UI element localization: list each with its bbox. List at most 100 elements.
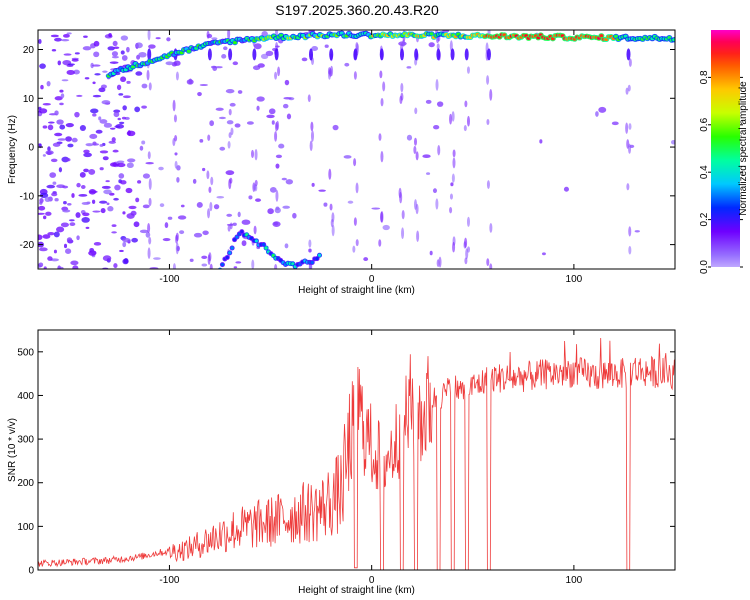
spectrogram-cell bbox=[85, 226, 90, 230]
spectrogram-cell bbox=[118, 173, 125, 179]
colorbar-title: Normalized spectral amplitude bbox=[738, 81, 749, 216]
spectrogram-cell bbox=[111, 231, 117, 234]
spectrogram-cell bbox=[284, 243, 289, 249]
spectrogram-cell bbox=[65, 136, 72, 142]
spectrogram-cell bbox=[122, 95, 131, 99]
spectrogram-cell bbox=[46, 184, 56, 189]
spectrogram-cell bbox=[199, 83, 209, 87]
spectrogram-cell bbox=[267, 208, 274, 215]
spectrogram-cell bbox=[52, 142, 61, 147]
spectrogram-cell bbox=[44, 196, 51, 202]
spectrogram-cell bbox=[147, 223, 151, 234]
spectrogram-cell bbox=[269, 187, 277, 193]
spectrogram-cell bbox=[256, 105, 260, 111]
spectrogram-cell bbox=[89, 133, 98, 140]
spectrogram-cell bbox=[38, 247, 48, 252]
spectrogram-cell bbox=[47, 231, 55, 236]
spectrogram-cell bbox=[277, 66, 281, 77]
spectrogram-cell bbox=[47, 124, 54, 131]
spectrogram-cell bbox=[111, 137, 116, 142]
spectrogram-cell bbox=[135, 71, 143, 76]
spectrogram-cell bbox=[147, 48, 152, 61]
spectrogram-cell bbox=[76, 182, 81, 188]
spectrogram-cell bbox=[111, 51, 119, 57]
spectrogram-cell bbox=[355, 182, 359, 194]
spectrogram-cell bbox=[398, 187, 402, 199]
spectrogram-cell bbox=[466, 216, 470, 227]
spectrogram-cell bbox=[92, 210, 101, 213]
spectrogram-cell bbox=[207, 208, 211, 219]
spectrogram-cell bbox=[371, 207, 381, 210]
ridge-cell bbox=[228, 251, 232, 255]
spectrogram-cell bbox=[449, 113, 453, 125]
spectrogram-cell bbox=[413, 137, 417, 146]
spectrogram-cell bbox=[323, 202, 328, 207]
spectrogram-cell bbox=[148, 236, 152, 245]
spectrogram-cell bbox=[43, 215, 47, 220]
spectrogram-cell bbox=[274, 131, 278, 142]
spectrogram-cell bbox=[426, 172, 431, 175]
spectrogram-cell bbox=[539, 139, 543, 144]
snr-series-line bbox=[38, 337, 675, 570]
spectrogram-cell bbox=[233, 266, 238, 269]
spectrogram-cell bbox=[598, 106, 607, 113]
spectrogram-cell bbox=[126, 46, 130, 53]
spectrogram-cell bbox=[253, 225, 257, 235]
spectrogram-cell bbox=[112, 149, 119, 153]
spectrogram-cell bbox=[54, 37, 62, 42]
spectrogram-cell bbox=[50, 34, 59, 38]
spectrogram-cell bbox=[133, 221, 140, 228]
spectrogram-cell bbox=[47, 121, 55, 124]
y-tick-label: -20 bbox=[20, 240, 35, 251]
spectrogram-cell bbox=[380, 150, 384, 163]
snr-frame bbox=[37, 329, 676, 571]
spectrogram-cell bbox=[309, 48, 313, 61]
spectrogram-cell bbox=[63, 34, 70, 38]
spectrogram-cell bbox=[93, 40, 100, 47]
y-axis-title: SNR (10 * v/v) bbox=[7, 418, 18, 482]
spectrogram-cell bbox=[81, 217, 90, 223]
x-tick-label: -100 bbox=[159, 274, 179, 285]
spectrogram-cell bbox=[42, 125, 48, 129]
spectrogram-cell bbox=[59, 102, 64, 106]
spectrogram-cell bbox=[626, 48, 631, 61]
spectrogram-cell bbox=[380, 97, 384, 107]
spectrogram-cell bbox=[257, 63, 265, 68]
spectrogram-cell bbox=[83, 152, 92, 158]
spectrogram-cell bbox=[486, 75, 490, 85]
spectrogram-cell bbox=[165, 61, 174, 66]
y-tick-label: 10 bbox=[23, 94, 35, 105]
spectrogram-cell bbox=[107, 206, 114, 212]
spectrogram-cell bbox=[45, 150, 54, 155]
spectrogram-cell bbox=[99, 144, 104, 147]
y-tick-label: 100 bbox=[17, 522, 34, 533]
spectrogram-cell bbox=[46, 80, 51, 87]
spectrogram-cell bbox=[285, 179, 294, 185]
spectrogram-cell bbox=[229, 102, 236, 107]
spectrogram-cell bbox=[435, 198, 439, 210]
spectrogram-cell bbox=[223, 46, 228, 51]
spectrogram-cell bbox=[49, 172, 57, 178]
spectrogram-cell bbox=[207, 254, 211, 266]
spectrogram-cell bbox=[265, 50, 274, 57]
spectrogram-cell bbox=[82, 46, 92, 51]
ridge-cell bbox=[220, 263, 225, 267]
spectrogram-cell bbox=[355, 239, 359, 247]
spectrogram-cell bbox=[99, 119, 108, 124]
spectrogram-cell bbox=[127, 130, 131, 136]
spectrogram-cell bbox=[225, 170, 235, 176]
spectrogram-cell bbox=[382, 224, 390, 231]
spectrogram-cell bbox=[489, 222, 493, 233]
spectrogram-cell bbox=[38, 205, 46, 211]
spectrogram-cell bbox=[122, 237, 131, 243]
ridge-cell bbox=[131, 65, 136, 69]
spectrogram-cell bbox=[192, 178, 197, 184]
spectrogram-cell bbox=[274, 48, 279, 61]
spectrogram-cell bbox=[58, 266, 64, 269]
spectrogram-cell bbox=[275, 206, 280, 211]
spectrogram-cell bbox=[211, 37, 218, 40]
spectrogram-cell bbox=[179, 230, 185, 235]
spectrogram-cell bbox=[148, 82, 152, 91]
